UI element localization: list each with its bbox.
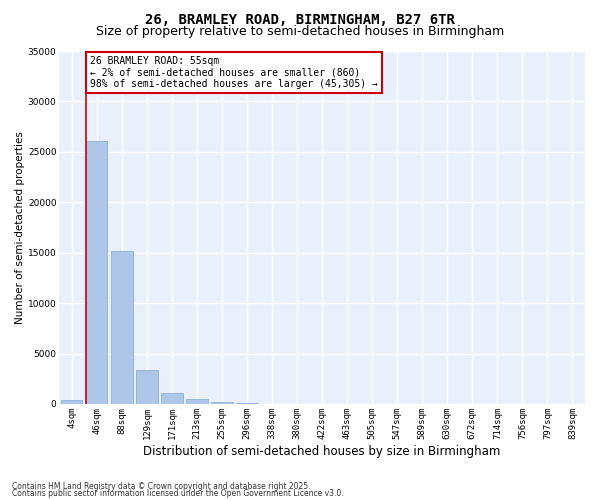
Text: 26 BRAMLEY ROAD: 55sqm
← 2% of semi-detached houses are smaller (860)
98% of sem: 26 BRAMLEY ROAD: 55sqm ← 2% of semi-deta… [90,56,378,89]
Bar [187,399,208,404]
Text: Contains HM Land Registry data © Crown copyright and database right 2025.: Contains HM Land Registry data © Crown c… [12,482,311,491]
Bar [161,394,182,404]
Text: Contains public sector information licensed under the Open Government Licence v3: Contains public sector information licen… [12,489,344,498]
X-axis label: Distribution of semi-detached houses by size in Birmingham: Distribution of semi-detached houses by … [143,444,501,458]
Text: Size of property relative to semi-detached houses in Birmingham: Size of property relative to semi-detach… [96,25,504,38]
Text: 26, BRAMLEY ROAD, BIRMINGHAM, B27 6TR: 26, BRAMLEY ROAD, BIRMINGHAM, B27 6TR [145,12,455,26]
Y-axis label: Number of semi-detached properties: Number of semi-detached properties [15,131,25,324]
Bar [211,402,233,404]
Bar [111,250,133,404]
Bar [236,403,257,404]
Bar [61,400,82,404]
Bar [86,140,107,404]
Bar [136,370,158,404]
